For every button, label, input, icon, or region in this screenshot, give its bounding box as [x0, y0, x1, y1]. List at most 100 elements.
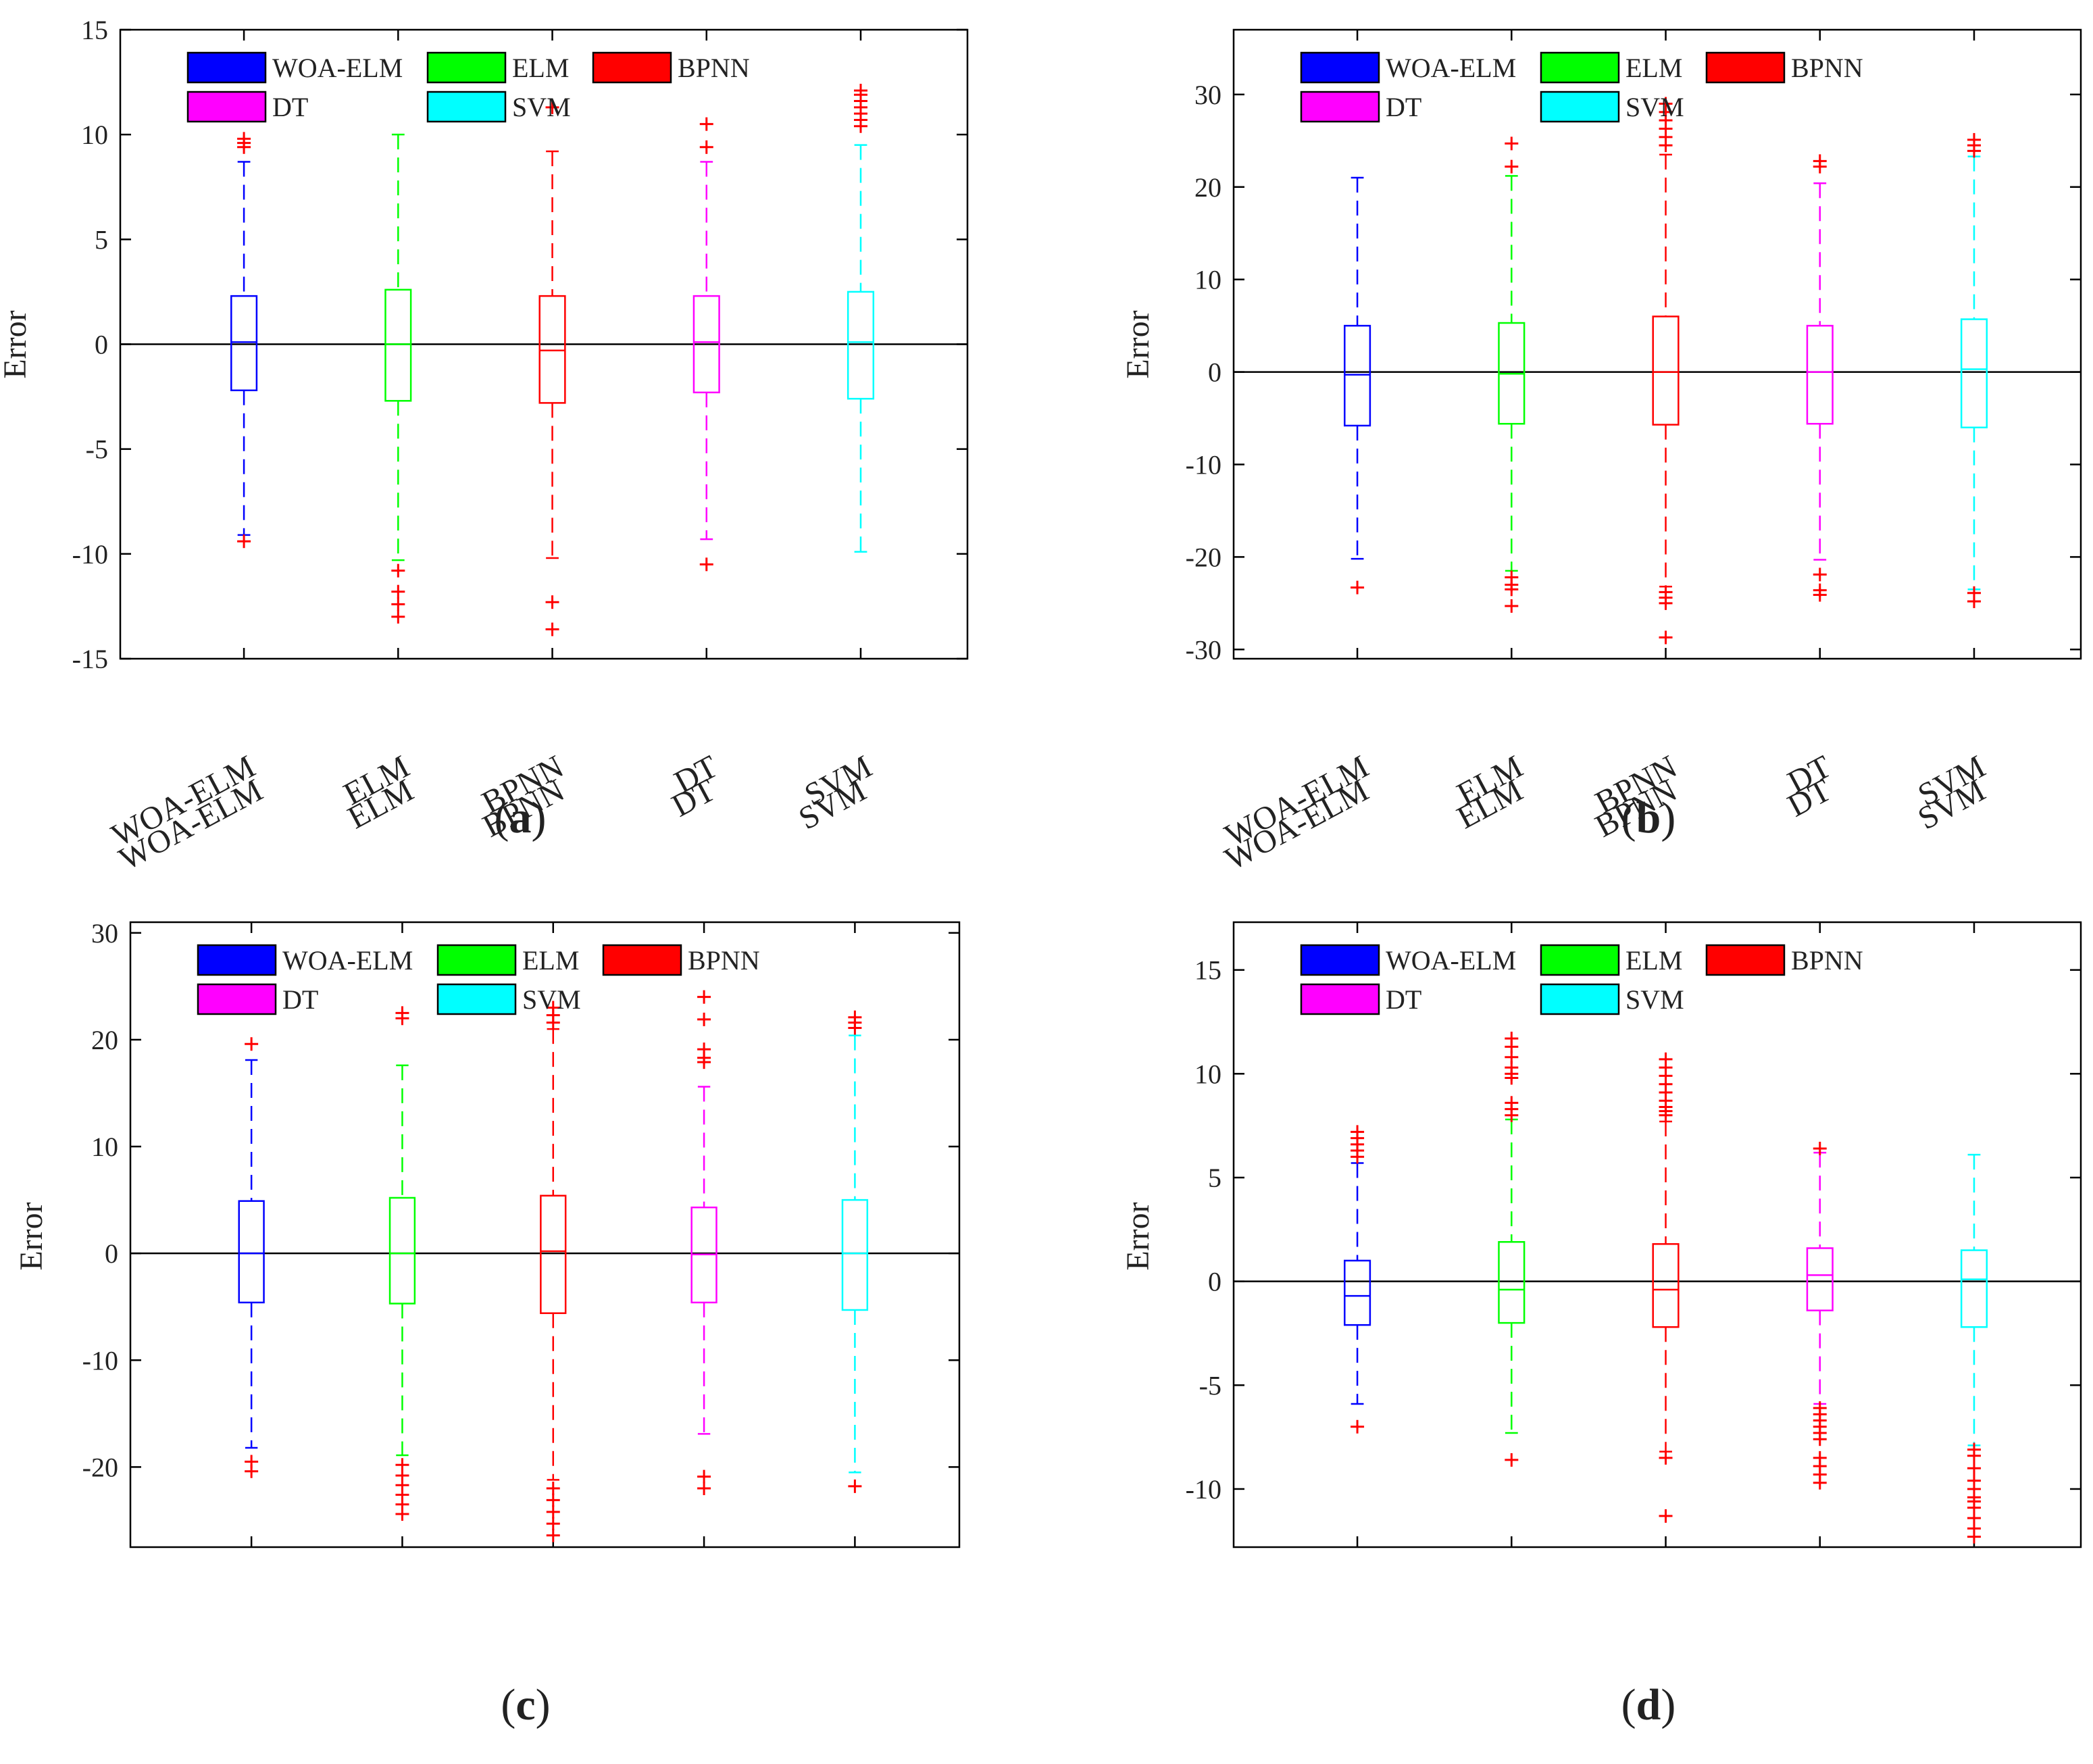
- y-tick-label: 5: [1208, 1163, 1221, 1193]
- y-tick-label: 30: [1194, 80, 1221, 110]
- plot-area-frame: [1232, 28, 2082, 660]
- outlier-marker: [1967, 132, 1981, 147]
- y-tick-label: -30: [1186, 634, 1221, 665]
- panel-label-letter: a: [509, 793, 532, 842]
- legend-label: SVM: [512, 92, 571, 122]
- outlier-marker: [237, 132, 251, 146]
- legend-swatch-dt: [197, 983, 277, 1015]
- plot-area-frame: [129, 921, 961, 1548]
- legend-label: DT: [1386, 984, 1421, 1015]
- y-tick-label: -10: [1186, 1474, 1221, 1505]
- legend-label: DT: [272, 92, 308, 122]
- outlier-marker: [546, 1528, 560, 1542]
- outlier-marker: [391, 584, 405, 599]
- panel-label-letter: b: [1636, 793, 1661, 842]
- box-iqr: [841, 1199, 869, 1311]
- legend-label: ELM: [522, 945, 579, 976]
- box-elm: [388, 1006, 416, 1521]
- outlier-marker: [1505, 1032, 1519, 1046]
- outlier-marker: [848, 1010, 862, 1024]
- outlier-marker: [545, 595, 559, 609]
- outlier-marker: [546, 1482, 560, 1496]
- panel-label: (c): [501, 1680, 550, 1730]
- y-tick-label: -20: [82, 1452, 118, 1482]
- legend-swatch-woa-elm: [186, 51, 267, 84]
- box-iqr: [847, 291, 875, 400]
- y-tick-label: 15: [1194, 955, 1221, 986]
- y-tick-label: -10: [72, 539, 108, 570]
- legend: WOA-ELM ELM BPNN DT SVM: [1300, 51, 1863, 123]
- y-tick-label: -20: [1186, 542, 1221, 572]
- outlier-marker: [1813, 154, 1827, 168]
- outlier-marker: [699, 117, 713, 131]
- box-iqr: [384, 288, 412, 402]
- box-iqr: [1806, 1247, 1834, 1311]
- box-iqr: [1344, 1259, 1371, 1326]
- y-tick-label: 0: [105, 1238, 118, 1269]
- panel-label-open: (: [1621, 793, 1636, 842]
- legend-label: BPNN: [1791, 53, 1863, 83]
- box-bpnn: [540, 1001, 567, 1542]
- box-bpnn: [1652, 97, 1680, 645]
- outlier-marker: [1967, 1461, 1981, 1476]
- plot-area-frame: [1232, 921, 2082, 1548]
- panel-label-letter: d: [1636, 1680, 1661, 1730]
- outlier-marker: [395, 1006, 409, 1020]
- panel-label-close: ): [1661, 1680, 1675, 1730]
- legend-swatch-dt: [1300, 91, 1380, 123]
- y-tick-label: -5: [86, 434, 108, 465]
- legend-label: ELM: [1625, 945, 1682, 976]
- outlier-marker: [1351, 580, 1365, 595]
- box-iqr: [1498, 1241, 1525, 1324]
- legend-swatch-bpnn: [1705, 944, 1786, 976]
- box-elm: [384, 133, 412, 624]
- y-tick-label: -10: [82, 1345, 118, 1376]
- legend: WOA-ELM ELM BPNN DT SVM: [197, 944, 760, 1015]
- y-tick-label: 10: [81, 120, 108, 150]
- box-svm: [841, 1010, 869, 1493]
- box-dt: [692, 117, 720, 572]
- panel-label-open: (: [1621, 1680, 1636, 1730]
- outlier-marker: [1659, 1451, 1673, 1465]
- outlier-marker: [1505, 159, 1519, 174]
- legend-swatch-svm: [426, 91, 507, 123]
- box-iqr: [1652, 316, 1680, 426]
- legend-swatch-elm: [1540, 944, 1620, 976]
- outlier-marker: [545, 100, 559, 114]
- box-elm: [1498, 1032, 1525, 1467]
- legend-label: WOA-ELM: [282, 945, 413, 976]
- legend-swatch-svm: [1540, 91, 1620, 123]
- box-dt: [1806, 154, 1834, 602]
- y-axis-label: Error: [0, 310, 33, 378]
- outlier-marker: [1659, 1509, 1673, 1523]
- box-bpnn: [538, 100, 566, 636]
- legend-label: ELM: [1625, 53, 1682, 83]
- y-tick-label: -5: [1199, 1370, 1221, 1401]
- y-axis-label: Error: [1120, 310, 1156, 378]
- box-iqr: [540, 1194, 567, 1314]
- box-iqr: [692, 295, 720, 394]
- outlier-marker: [1659, 630, 1673, 645]
- box-iqr: [230, 295, 258, 392]
- outlier-marker: [697, 1012, 711, 1026]
- legend-label: DT: [282, 984, 318, 1015]
- outlier-marker: [699, 140, 713, 154]
- box-svm: [1960, 1153, 1988, 1544]
- outlier-marker: [697, 990, 711, 1004]
- legend-swatch-bpnn: [592, 51, 672, 84]
- legend-label: WOA-ELM: [1386, 53, 1516, 83]
- legend-swatch-bpnn: [1705, 51, 1786, 84]
- outlier-marker: [1813, 1141, 1827, 1155]
- box-iqr: [1344, 324, 1371, 427]
- legend-swatch-woa-elm: [1300, 944, 1380, 976]
- panel-label-close: ): [536, 1680, 551, 1730]
- box-plot-panel-b: -30 -20 -10 0 10 20 30 WOA-ELM ELM BPNN DT SVMWOA-E…: [1120, 28, 2082, 854]
- box-elm: [1498, 136, 1525, 613]
- box-woa-elm: [230, 132, 258, 549]
- outlier-marker: [697, 1482, 711, 1496]
- panel-label-close: ): [532, 793, 547, 842]
- outlier-marker: [1505, 582, 1519, 597]
- box-bpnn: [1652, 1052, 1680, 1523]
